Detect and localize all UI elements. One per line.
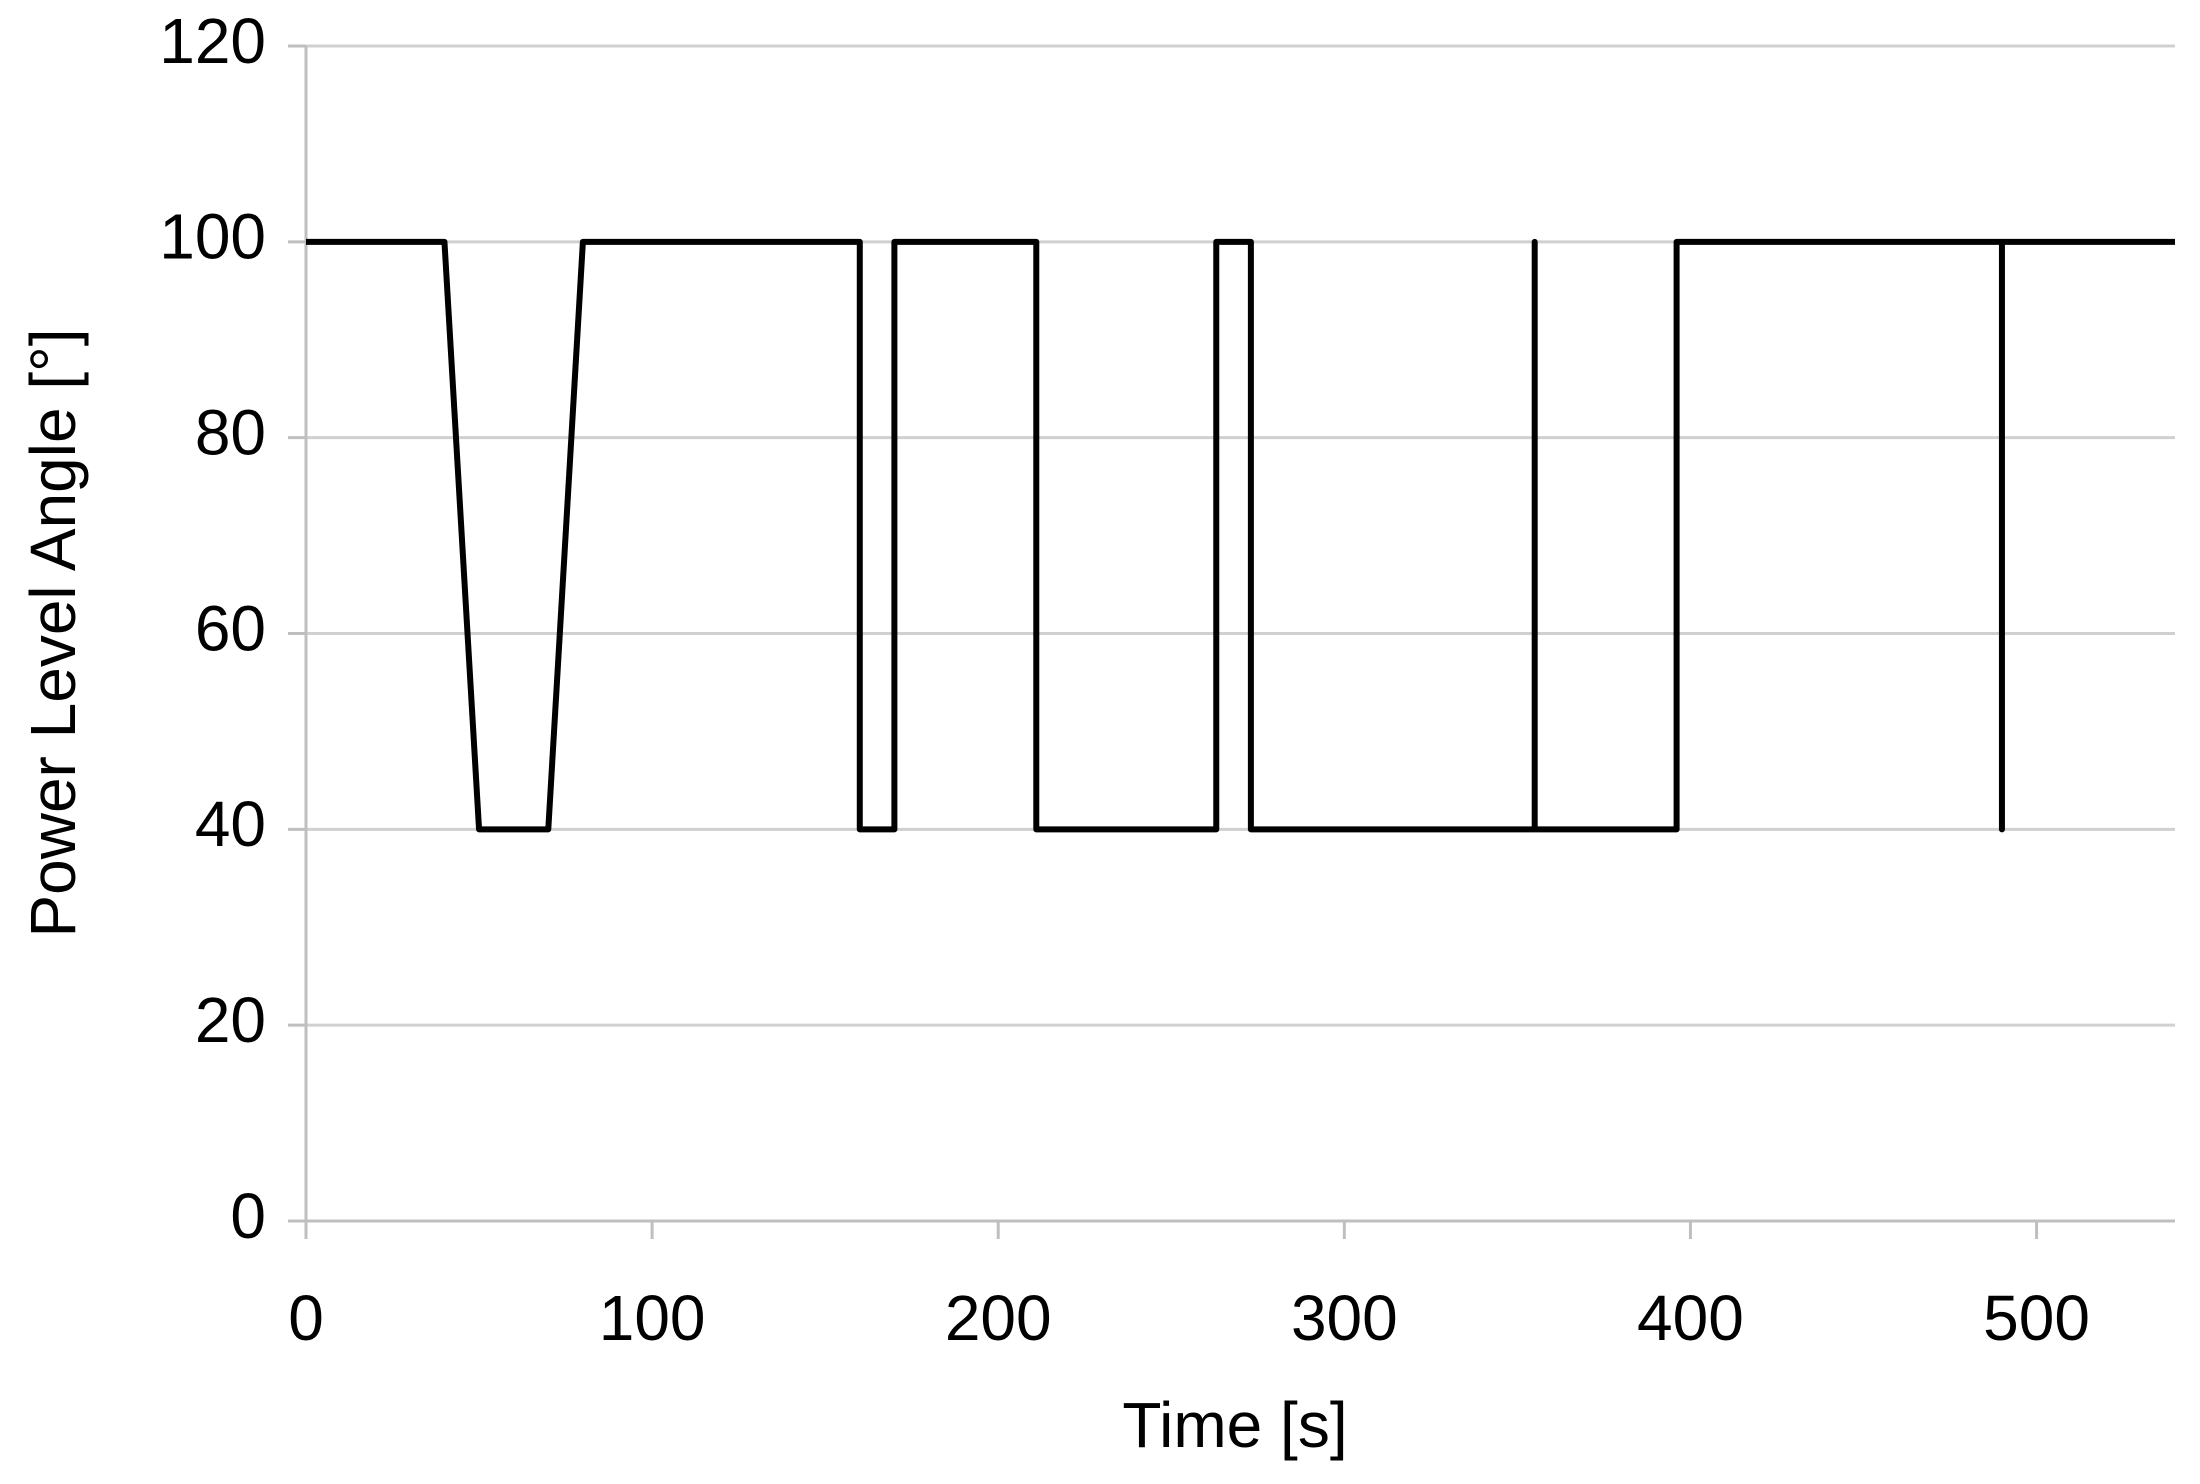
y-tick-label: 60 xyxy=(195,592,266,664)
x-tick-label: 0 xyxy=(288,1282,324,1354)
x-tick-label: 200 xyxy=(945,1282,1052,1354)
y-axis-title: Power Level Angle [°] xyxy=(17,328,89,937)
y-tick-label: 80 xyxy=(195,397,266,469)
data-line xyxy=(306,238,2175,833)
y-tick-label: 40 xyxy=(195,788,266,860)
x-axis-title: Time [s] xyxy=(1122,1389,1347,1461)
y-tick-label: 0 xyxy=(230,1180,266,1252)
x-tick-label: 400 xyxy=(1637,1282,1744,1354)
x-tick-label: 100 xyxy=(599,1282,706,1354)
y-tick-label: 20 xyxy=(195,984,266,1056)
x-tick-label: 500 xyxy=(1983,1282,2090,1354)
y-tick-label: 100 xyxy=(159,201,266,273)
x-tick-label: 300 xyxy=(1291,1282,1398,1354)
y-tick-label: 120 xyxy=(159,5,266,77)
